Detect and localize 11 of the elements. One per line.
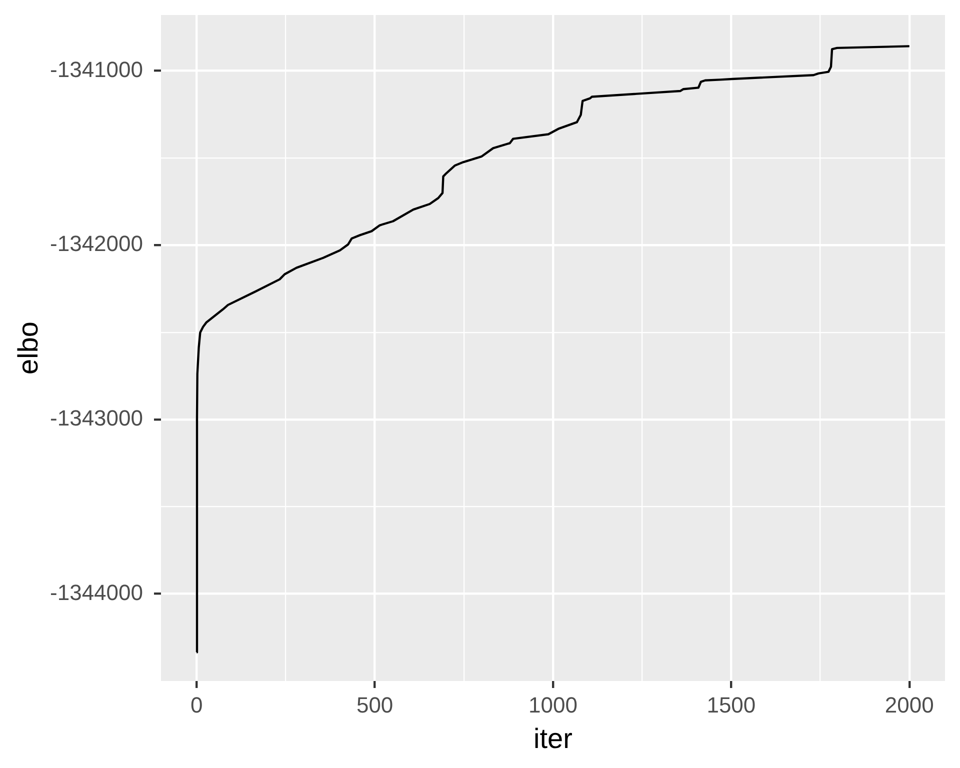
x-axis-title: iter [534, 722, 572, 754]
x-tick-label: 500 [356, 692, 394, 718]
y-tick-label: -1342000 [50, 231, 143, 256]
y-tick-label: -1344000 [50, 580, 143, 605]
y-axis-title: elbo [12, 322, 44, 374]
y-tick-label: -1341000 [50, 56, 143, 82]
y-tick-label: -1343000 [50, 406, 143, 431]
x-tick-label: 1500 [706, 692, 756, 718]
x-tick-label: 2000 [884, 692, 934, 718]
x-tick-label: 1000 [528, 692, 578, 718]
x-tick-label: 0 [190, 692, 203, 718]
